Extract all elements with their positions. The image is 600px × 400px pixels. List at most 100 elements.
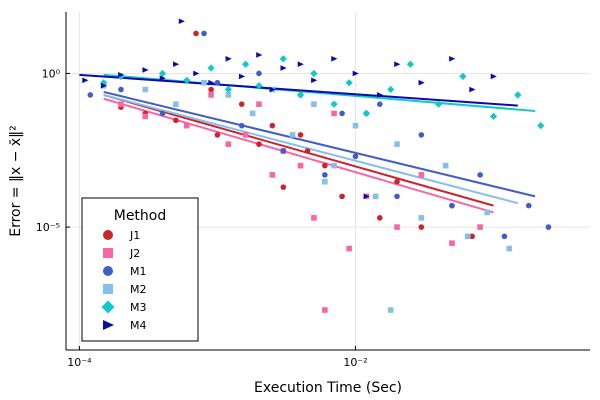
point-j1-13 [394, 178, 400, 185]
point-j1-9 [322, 162, 328, 169]
fit-line-j2 [103, 97, 494, 214]
point-m2-12 [394, 141, 400, 147]
point-m4-7 [208, 79, 215, 86]
point-m4-16 [352, 70, 359, 77]
point-m2-10 [352, 122, 359, 129]
fit-line-m4 [79, 73, 518, 107]
legend-items: J1 J2 M1 M2 M3 M4 [101, 229, 147, 332]
point-m1-19 [545, 224, 552, 230]
point-m4-21 [469, 86, 476, 93]
point-j1-7 [280, 184, 287, 190]
point-m3-19 [514, 91, 522, 99]
point-j2-4 [225, 141, 232, 147]
point-m4-24 [363, 193, 370, 200]
point-m3-8 [279, 55, 287, 63]
point-m1-1 [118, 86, 124, 93]
point-j2-12 [394, 224, 400, 230]
point-j2-14 [449, 240, 455, 246]
x-axis-label: Execution Time (Sec) [254, 380, 402, 396]
point-m3-14 [387, 85, 395, 94]
point-m4-3 [142, 67, 149, 73]
legend-box [81, 197, 199, 342]
point-m1-11 [352, 153, 359, 160]
legend-marker-j1 [103, 230, 113, 240]
point-j2-2 [183, 122, 190, 129]
point-m2-3 [201, 79, 207, 86]
legend-label-m4: M4 [130, 319, 147, 332]
axes [65, 12, 590, 351]
legend-label-j2: J2 [129, 247, 140, 260]
point-m1-6 [256, 70, 262, 77]
y-axis-label: Error = ‖x − x̄‖² [8, 125, 24, 237]
point-m4-17 [376, 92, 384, 98]
point-m1-0 [87, 92, 94, 98]
point-m2-9 [331, 162, 337, 169]
point-j1-4 [214, 132, 221, 138]
point-m1-15 [449, 202, 455, 209]
fit-lines [79, 73, 536, 214]
point-j1-2 [173, 117, 179, 124]
point-m4-0 [82, 77, 89, 84]
legend-label-j1: J1 [129, 229, 140, 242]
point-m2-5 [249, 110, 256, 117]
point-m3-9 [296, 91, 305, 99]
point-m3-13 [362, 109, 371, 118]
point-j1-12 [376, 215, 383, 221]
point-m3-12 [345, 79, 353, 87]
point-m1-5 [238, 122, 245, 129]
point-j2-3 [208, 92, 214, 98]
point-m3-5 [224, 85, 232, 94]
point-m1-9 [322, 172, 328, 178]
point-m3-15 [406, 60, 415, 68]
point-m4-12 [280, 65, 287, 71]
point-m3-2 [158, 69, 167, 78]
point-j2-17 [242, 132, 249, 138]
legend-title: Method [114, 208, 167, 224]
point-m3-3 [183, 76, 191, 84]
point-m4-4 [159, 75, 166, 82]
point-j2-10 [346, 245, 352, 252]
point-j1-14 [418, 224, 425, 230]
point-m2-8 [311, 101, 317, 107]
point-m2-17 [506, 245, 513, 252]
point-j2-13 [418, 172, 425, 178]
point-j2-16 [322, 307, 328, 313]
x-tick-label-1: 10⁻² [343, 356, 367, 369]
point-m1-3 [201, 30, 207, 37]
point-m3-16 [434, 100, 443, 108]
point-j2-9 [331, 110, 337, 117]
point-m4-6 [193, 70, 200, 77]
point-m3-18 [489, 112, 498, 121]
legend-label-m2: M2 [130, 283, 147, 296]
tick-labels: 10⁻⁴ 10⁻² 10⁰ 10⁻⁵ [36, 67, 368, 369]
point-m2-16 [484, 209, 490, 216]
legend-label-m3: M3 [130, 301, 147, 314]
point-m4-8 [225, 55, 232, 62]
point-m4-15 [331, 55, 338, 62]
point-m1-13 [394, 193, 400, 200]
point-m2-18 [387, 307, 394, 313]
point-m4-20 [449, 55, 456, 62]
point-m2-15 [464, 233, 471, 240]
point-m3-10 [310, 69, 318, 78]
legend: Method J1 J2 M1 M2 M3 M4 [81, 197, 199, 342]
legend-marker-m2 [103, 284, 113, 294]
point-m1-17 [501, 233, 508, 240]
point-m2-11 [372, 193, 379, 200]
point-m3-17 [459, 72, 467, 81]
point-m2-19 [322, 178, 328, 185]
point-m3-4 [207, 64, 215, 72]
point-j1-8 [297, 132, 304, 138]
legend-marker-m1 [103, 266, 113, 276]
point-j2-7 [297, 162, 304, 169]
point-j1-16 [469, 233, 475, 240]
point-j1-6 [256, 141, 262, 147]
point-m1-4 [214, 79, 221, 86]
point-j1-10 [339, 193, 345, 200]
fit-line-m2 [103, 93, 519, 205]
data-points [82, 18, 552, 313]
point-j2-0 [118, 101, 124, 107]
legend-label-m1: M1 [130, 265, 147, 278]
point-m4-18 [394, 61, 401, 68]
